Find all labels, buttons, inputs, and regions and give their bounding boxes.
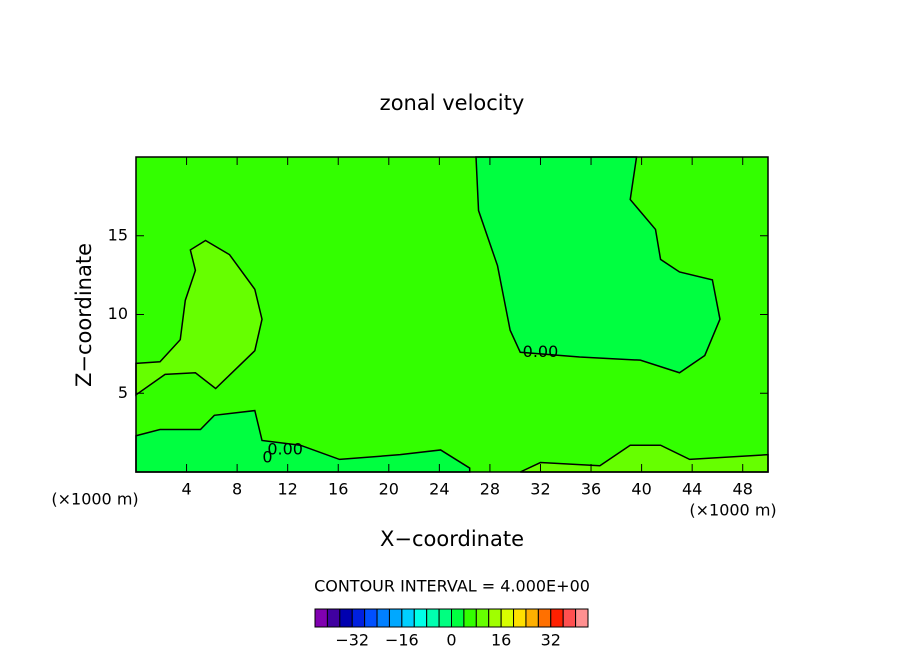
- x-tick-label: 24: [429, 480, 449, 499]
- colorbar-tick-label: 16: [491, 631, 511, 650]
- colorbar-box: [513, 608, 527, 628]
- y-tick-label: 15: [108, 225, 128, 244]
- contour-label: 0.00: [267, 439, 303, 458]
- x-tick-label: 40: [631, 480, 651, 499]
- x-tick-label: 36: [581, 480, 601, 499]
- x-tick-label: 48: [733, 480, 753, 499]
- colorbar-box: [550, 608, 564, 628]
- colorbar-box: [575, 608, 589, 628]
- y-tick-label: 10: [108, 304, 128, 323]
- colorbar-box: [351, 608, 366, 628]
- x-unit-label: (×1000 m): [689, 501, 776, 520]
- colorbar-box: [451, 608, 465, 628]
- colorbar-tick-label: −16: [385, 631, 419, 650]
- contour-region: [475, 156, 721, 374]
- colorbar-box: [401, 608, 415, 628]
- colorbar-tick-label: −32: [335, 631, 369, 650]
- chart-title: zonal velocity: [380, 91, 525, 115]
- x-unit-label: (×1000 m): [51, 490, 138, 509]
- colorbar-box: [537, 608, 552, 628]
- x-tick-label: 20: [379, 480, 399, 499]
- x-tick-label: 44: [682, 480, 702, 499]
- x-tick-label: 28: [480, 480, 500, 499]
- colorbar-box: [488, 608, 502, 628]
- colorbar-tick-label: 0: [446, 631, 456, 650]
- colorbar-box: [463, 608, 477, 628]
- colorbar-box: [413, 608, 428, 628]
- colorbar-box: [388, 608, 403, 628]
- colorbar-box: [426, 608, 440, 628]
- colorbar-tick-label: 32: [541, 631, 561, 650]
- x-tick-label: 32: [530, 480, 550, 499]
- x-tick-label: 8: [232, 480, 242, 499]
- colorbar-box: [475, 608, 490, 628]
- colorbar-box: [364, 608, 378, 628]
- contour-label: 0: [262, 447, 272, 466]
- y-axis-label: Z−coordinate: [72, 243, 96, 387]
- colorbar-box: [500, 608, 515, 628]
- colorbar-box: [525, 608, 539, 628]
- x-tick-label: 16: [328, 480, 348, 499]
- contour-region: [135, 239, 263, 397]
- colorbar-box: [438, 608, 453, 628]
- contour-interval: CONTOUR INTERVAL = 4.000E+00: [314, 577, 590, 596]
- contour-label: 0.00: [523, 342, 559, 361]
- x-tick-label: 12: [278, 480, 298, 499]
- colorbar-box: [562, 608, 577, 628]
- x-tick-label: 4: [181, 480, 191, 499]
- colorbar-box: [339, 608, 353, 628]
- y-tick-label: 5: [118, 383, 128, 402]
- x-axis-label: X−coordinate: [380, 527, 524, 551]
- colorbar-box: [376, 608, 390, 628]
- colorbar-box: [314, 608, 328, 628]
- colorbar-box: [326, 608, 341, 628]
